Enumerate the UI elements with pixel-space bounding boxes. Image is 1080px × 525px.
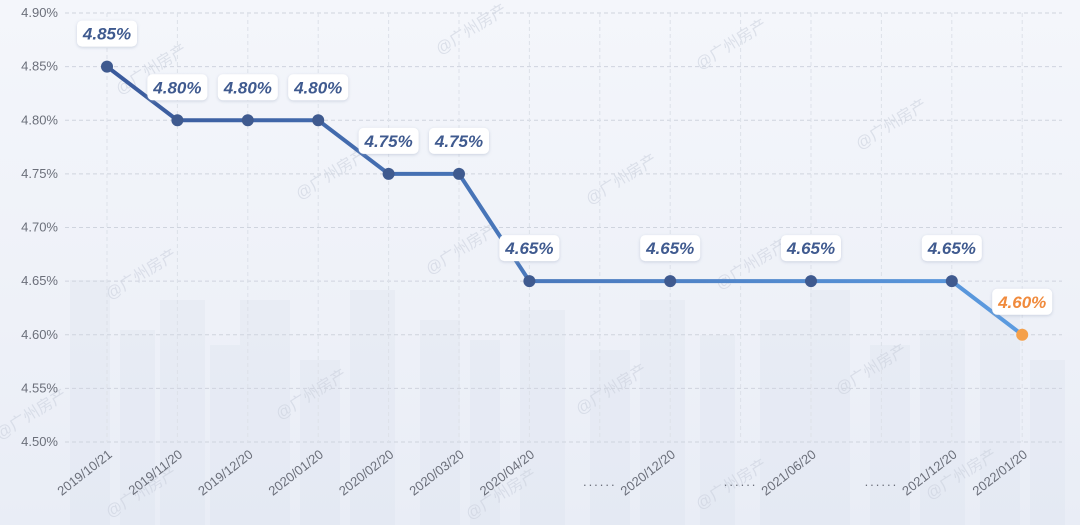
x-gap-ellipsis: ...... xyxy=(865,474,899,489)
series-line xyxy=(105,64,1025,337)
watermark-text: @广州房产 xyxy=(583,151,661,209)
building-shape xyxy=(920,330,965,525)
data-label: 4.85% xyxy=(82,25,131,44)
y-tick-label: 4.90% xyxy=(21,5,58,20)
building-shape xyxy=(470,340,500,525)
data-label-box xyxy=(217,74,278,101)
data-label-box xyxy=(288,74,349,101)
building-shape xyxy=(240,300,290,525)
watermark-text: @广州房产 xyxy=(433,1,511,59)
data-label-box xyxy=(992,288,1053,315)
building-shape xyxy=(870,345,910,525)
data-label: 4.80% xyxy=(293,78,342,97)
data-label: 4.75% xyxy=(363,132,412,151)
data-point xyxy=(241,114,254,127)
building-shape xyxy=(350,290,395,525)
y-tick-label: 4.50% xyxy=(21,434,58,449)
data-point xyxy=(664,275,677,288)
data-point xyxy=(382,167,395,180)
y-tick-label: 4.65% xyxy=(21,273,58,288)
data-point xyxy=(101,60,113,73)
data-label-box xyxy=(499,235,560,262)
data-label: 4.65% xyxy=(786,239,835,258)
data-label: 4.65% xyxy=(504,239,553,258)
watermark-text: @广州房产 xyxy=(103,246,181,304)
data-point xyxy=(312,114,325,127)
data-label-box xyxy=(921,235,982,262)
data-label-box xyxy=(640,235,701,262)
data-point xyxy=(523,275,536,288)
city-skyline-background xyxy=(70,280,1065,525)
data-label: 4.75% xyxy=(434,132,483,151)
data-label-box xyxy=(429,127,489,154)
watermark-text: @广州房产 xyxy=(293,146,371,204)
data-label-box xyxy=(77,20,137,47)
building-shape xyxy=(70,280,110,525)
series-points xyxy=(101,60,1029,341)
y-tick-label: 4.75% xyxy=(21,166,58,181)
data-label-box xyxy=(781,235,841,262)
data-label: 4.65% xyxy=(927,239,976,258)
watermark-text: @广州房产 xyxy=(423,221,501,279)
x-gap-ellipsis: ...... xyxy=(583,474,617,489)
data-label: 4.80% xyxy=(223,78,272,97)
y-tick-label: 4.80% xyxy=(21,112,58,127)
data-label: 4.60% xyxy=(997,293,1046,312)
y-tick-label: 4.60% xyxy=(21,327,58,342)
data-point xyxy=(453,167,465,180)
data-label-box xyxy=(358,127,419,154)
data-point xyxy=(945,275,958,288)
data-label: 4.65% xyxy=(645,239,694,258)
building-shape xyxy=(520,310,565,525)
building-shape xyxy=(160,300,205,525)
building-shape xyxy=(420,320,460,525)
building-shape xyxy=(810,290,850,525)
series-polyline xyxy=(105,64,1025,337)
building-shape xyxy=(590,350,630,525)
watermark-text: @广州房产 xyxy=(693,16,771,74)
building-shape xyxy=(760,320,810,525)
data-point-highlight xyxy=(1016,328,1029,341)
building-shape xyxy=(640,300,685,525)
y-tick-label: 4.85% xyxy=(21,59,58,74)
building-shape xyxy=(120,330,155,525)
building-shape xyxy=(210,345,240,525)
watermark-text: @广州房产 xyxy=(853,96,931,154)
y-tick-label: 4.70% xyxy=(21,220,58,235)
y-tick-label: 4.55% xyxy=(21,380,58,395)
data-label: 4.80% xyxy=(152,78,201,97)
data-point xyxy=(805,275,817,288)
watermark-text: @广州房产 xyxy=(713,236,791,294)
data-labels: 4.85% 4.80% 4.80% 4.80% 4.75% 4.75% 4.65% 4.65%… xyxy=(77,20,1053,315)
data-point xyxy=(171,114,184,127)
x-gap-ellipsis: ...... xyxy=(724,474,758,489)
building-shape xyxy=(980,300,1020,525)
data-label-box xyxy=(147,74,208,101)
y-axis: 4.90% 4.85% 4.80% 4.75% 4.70% 4.65% 4.60% 4.55%… xyxy=(21,5,58,449)
building-shape xyxy=(700,335,735,525)
